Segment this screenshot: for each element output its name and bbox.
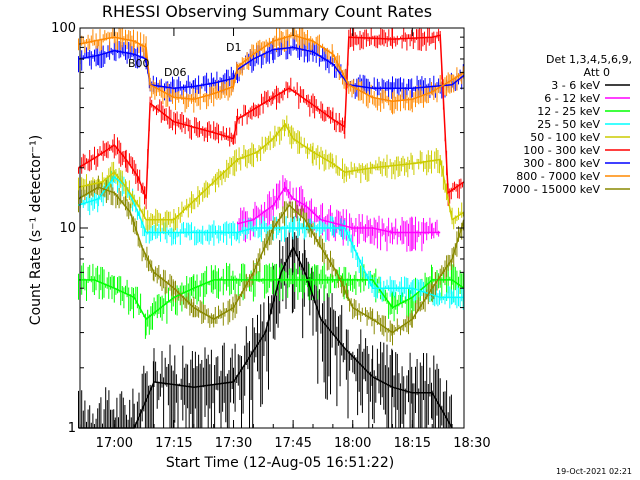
legend-entry-label: 50 - 100 keV [530,131,600,144]
legend-entry-label: 25 - 50 keV [537,118,600,131]
legend-entry-label: 300 - 800 keV [523,157,600,170]
series-line-6 [78,34,465,200]
series-band-1 [78,216,452,428]
y-tick-label: 100 [51,21,76,36]
y-axis-label: Count Rate (s⁻¹ detector⁻¹) [28,135,44,325]
x-axis: 17:00 17:15 17:30 17:45 18:00 18:15 18:30 [93,28,491,451]
legend-entry-label: 800 - 7000 keV [516,170,600,183]
legend-entry-label: 6 - 12 keV [544,92,600,105]
legend-entry-label: 100 - 300 keV [523,144,600,157]
series-line-1 [78,245,453,429]
flag-labels: D1 B00 D06 [128,41,241,79]
x-tick-label: 18:30 [453,436,490,451]
y-axis: 1 10 100 [51,21,464,436]
legend-subtitle: Att 0 [584,66,610,79]
x-axis-label: Start Time (12-Aug-05 16:51:22) [166,455,394,471]
series-line-8 [78,34,465,103]
series-line-3 [78,279,465,321]
x-tick-label: 18:00 [334,436,371,451]
legend-title: Det 1,3,4,5,6,9, [546,53,632,66]
y-tick-label: 1 [68,421,76,436]
x-tick-label: 17:30 [215,436,252,451]
y-tick-label: 10 [59,221,76,236]
series-group [78,34,465,429]
chart-title: RHESSI Observing Summary Count Rates [102,2,432,21]
series-line-2 [237,185,441,234]
flag-label: D06 [164,66,186,79]
x-tick-label: 17:45 [274,436,311,451]
series-line-9 [78,186,465,334]
x-tick-label: 17:15 [155,436,192,451]
legend-entry-label: 3 - 6 keV [551,79,600,92]
band-series-group [78,28,464,428]
legend-entry-label: 12 - 25 keV [537,105,600,118]
timestamp: 19-Oct-2021 02:21 [556,467,632,476]
flag-label: B00 [128,57,150,70]
series-line-5 [78,122,465,221]
x-tick-label: 18:15 [394,436,431,451]
series-line-7 [78,46,465,89]
flag-label: D1 [226,41,241,54]
x-tick-label: 17:00 [96,436,133,451]
legend-entry-label: 7000 - 15000 keV [502,183,600,196]
